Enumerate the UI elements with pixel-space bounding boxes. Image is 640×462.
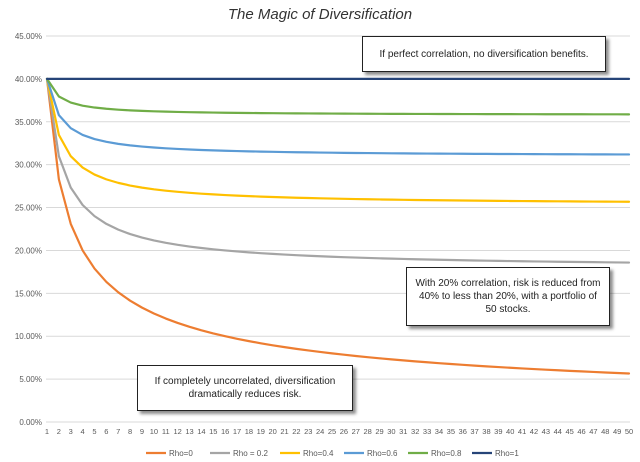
x-tick-label: 36 — [459, 427, 467, 436]
x-tick-label: 46 — [577, 427, 585, 436]
x-tick-label: 34 — [435, 427, 443, 436]
series-line-rho-0-8 — [45, 77, 631, 116]
x-tick-label: 41 — [518, 427, 526, 436]
x-tick-label: 13 — [185, 427, 193, 436]
x-tick-label: 40 — [506, 427, 514, 436]
x-tick-label: 23 — [304, 427, 312, 436]
y-tick-label: 45.00% — [15, 32, 42, 41]
x-tick-label: 39 — [494, 427, 502, 436]
chart-title: The Magic of Diversification — [227, 6, 413, 23]
legend-label: Rho=0.4 — [303, 449, 334, 458]
x-tick-label: 19 — [257, 427, 265, 436]
x-tick-label: 15 — [209, 427, 217, 436]
x-tick-label: 47 — [589, 427, 597, 436]
x-tick-label: 1 — [45, 427, 49, 436]
x-tick-label: 50 — [625, 427, 633, 436]
x-tick-label: 9 — [140, 427, 144, 436]
x-tick-label: 20 — [269, 427, 277, 436]
x-tick-label: 30 — [387, 427, 395, 436]
x-tick-label: 11 — [162, 427, 170, 436]
y-tick-label: 35.00% — [15, 118, 42, 127]
x-tick-label: 24 — [316, 427, 324, 436]
x-tick-label: 25 — [328, 427, 336, 436]
x-tick-label: 16 — [221, 427, 229, 436]
x-tick-label: 6 — [104, 427, 108, 436]
y-tick-label: 0.00% — [19, 418, 42, 427]
x-tick-label: 29 — [375, 427, 383, 436]
y-tick-label: 20.00% — [15, 246, 42, 255]
x-tick-label: 43 — [542, 427, 550, 436]
x-tick-label: 8 — [128, 427, 132, 436]
legend-label: Rho=0.8 — [431, 449, 462, 458]
x-tick-label: 21 — [280, 427, 288, 436]
x-tick-label: 27 — [352, 427, 360, 436]
annotation-uncorrelated: If completely uncorrelated, diversificat… — [137, 365, 353, 411]
y-tick-label: 40.00% — [15, 75, 42, 84]
x-tick-label: 26 — [340, 427, 348, 436]
x-tick-label: 17 — [233, 427, 241, 436]
y-tick-label: 10.00% — [15, 332, 42, 341]
x-tick-label: 22 — [292, 427, 300, 436]
x-tick-label: 37 — [470, 427, 478, 436]
series-line-rho-0-6 — [45, 77, 631, 156]
x-tick-label: 18 — [245, 427, 253, 436]
x-tick-label: 3 — [69, 427, 73, 436]
x-tick-label: 12 — [173, 427, 181, 436]
x-tick-label: 35 — [447, 427, 455, 436]
y-tick-label: 30.00% — [15, 161, 42, 170]
legend-label: Rho=0 — [169, 449, 193, 458]
annotation-20pct-correlation: With 20% correlation, risk is reduced fr… — [406, 267, 610, 326]
series-line-rho-0-4 — [45, 77, 631, 203]
x-tick-label: 49 — [613, 427, 621, 436]
x-tick-label: 4 — [81, 427, 85, 436]
y-tick-label: 25.00% — [15, 204, 42, 213]
legend-label: Rho=0.6 — [367, 449, 398, 458]
x-tick-label: 28 — [364, 427, 372, 436]
x-tick-label: 14 — [197, 427, 205, 436]
legend-label: Rho=1 — [495, 449, 519, 458]
x-tick-label: 31 — [399, 427, 407, 436]
series-line-rho-0-2 — [45, 77, 631, 264]
x-tick-label: 32 — [411, 427, 419, 436]
x-tick-label: 48 — [601, 427, 609, 436]
x-tick-label: 42 — [530, 427, 538, 436]
series-line-rho-0 — [45, 77, 631, 375]
x-tick-label: 33 — [423, 427, 431, 436]
legend-label: Rho = 0.2 — [233, 449, 268, 458]
x-tick-label: 44 — [554, 427, 562, 436]
y-tick-label: 5.00% — [19, 375, 42, 384]
y-tick-label: 15.00% — [15, 289, 42, 298]
x-tick-label: 5 — [92, 427, 96, 436]
x-tick-label: 2 — [57, 427, 61, 436]
x-tick-label: 7 — [116, 427, 120, 436]
x-tick-label: 10 — [150, 427, 158, 436]
annotation-perfect-correlation: If perfect correlation, no diversificati… — [362, 36, 606, 72]
x-tick-label: 38 — [482, 427, 490, 436]
x-tick-label: 45 — [565, 427, 573, 436]
